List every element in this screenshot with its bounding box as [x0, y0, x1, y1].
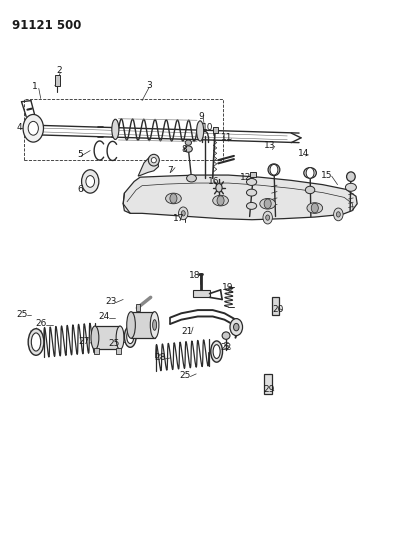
Text: 28: 28	[154, 353, 165, 362]
Text: 5: 5	[77, 150, 83, 159]
Text: 11: 11	[221, 133, 232, 142]
Text: 25: 25	[180, 371, 191, 380]
Bar	[55, 75, 59, 86]
Ellipse shape	[260, 198, 275, 209]
Text: 19: 19	[221, 283, 233, 292]
Ellipse shape	[211, 341, 223, 362]
Bar	[264, 374, 271, 394]
Ellipse shape	[152, 320, 156, 330]
Ellipse shape	[213, 345, 220, 359]
Text: 8: 8	[182, 145, 188, 154]
Text: 20: 20	[272, 304, 283, 313]
Ellipse shape	[268, 164, 280, 175]
Circle shape	[230, 319, 243, 336]
Text: 12: 12	[240, 173, 251, 182]
Text: 21: 21	[181, 327, 192, 336]
Ellipse shape	[116, 326, 124, 350]
Text: 18: 18	[190, 271, 201, 279]
Ellipse shape	[31, 333, 41, 351]
Ellipse shape	[91, 326, 99, 350]
Text: 22: 22	[220, 343, 232, 352]
Text: 25: 25	[16, 310, 28, 319]
Ellipse shape	[125, 326, 136, 348]
Circle shape	[263, 211, 272, 224]
Text: 1: 1	[32, 82, 38, 91]
Text: 2: 2	[56, 67, 61, 75]
Polygon shape	[138, 157, 158, 176]
Circle shape	[217, 196, 224, 205]
Ellipse shape	[222, 332, 230, 340]
Circle shape	[270, 165, 278, 175]
Text: 25: 25	[108, 339, 119, 348]
Ellipse shape	[305, 186, 315, 193]
Text: 9: 9	[198, 112, 204, 121]
Bar	[136, 304, 140, 311]
Circle shape	[266, 215, 269, 220]
Circle shape	[86, 175, 95, 187]
Circle shape	[23, 115, 43, 142]
Ellipse shape	[165, 193, 181, 204]
Ellipse shape	[247, 203, 256, 209]
Text: 29: 29	[263, 385, 275, 394]
Circle shape	[264, 199, 271, 208]
Circle shape	[234, 324, 239, 331]
Ellipse shape	[304, 167, 316, 178]
Bar	[131, 312, 154, 338]
Text: 14: 14	[298, 149, 309, 158]
Circle shape	[311, 203, 318, 213]
Bar	[95, 326, 120, 350]
Ellipse shape	[187, 174, 197, 182]
Ellipse shape	[28, 329, 44, 356]
Text: 13: 13	[264, 141, 275, 150]
Text: 23: 23	[105, 297, 117, 306]
Text: 27: 27	[79, 337, 90, 346]
Circle shape	[336, 212, 340, 217]
Text: 10: 10	[202, 123, 214, 132]
Ellipse shape	[150, 312, 159, 338]
Ellipse shape	[197, 121, 204, 141]
Ellipse shape	[346, 183, 357, 191]
Ellipse shape	[347, 172, 355, 181]
Text: 15: 15	[321, 171, 333, 180]
Ellipse shape	[247, 179, 256, 185]
Ellipse shape	[151, 158, 156, 163]
Text: 6: 6	[77, 185, 83, 194]
Text: 91121 500: 91121 500	[13, 19, 82, 32]
Ellipse shape	[127, 330, 134, 344]
Polygon shape	[193, 290, 210, 297]
Circle shape	[306, 167, 314, 178]
Text: 26: 26	[35, 319, 47, 328]
Text: 16: 16	[208, 177, 220, 186]
Bar	[272, 297, 279, 316]
Ellipse shape	[112, 119, 119, 140]
Circle shape	[178, 207, 188, 220]
Text: 7: 7	[167, 166, 173, 175]
Circle shape	[181, 211, 185, 216]
Ellipse shape	[184, 146, 192, 152]
Ellipse shape	[185, 140, 191, 146]
Text: 4: 4	[17, 123, 22, 132]
Circle shape	[170, 193, 177, 203]
Ellipse shape	[307, 203, 323, 213]
Bar	[214, 127, 218, 133]
Text: 3: 3	[146, 81, 152, 90]
Bar	[250, 172, 256, 177]
Circle shape	[334, 208, 343, 221]
Ellipse shape	[213, 195, 229, 206]
Circle shape	[28, 122, 38, 135]
Circle shape	[216, 183, 222, 192]
Ellipse shape	[247, 189, 256, 196]
Polygon shape	[123, 175, 357, 220]
Bar	[116, 349, 121, 354]
Bar	[94, 349, 99, 354]
Ellipse shape	[148, 155, 159, 166]
Ellipse shape	[127, 312, 136, 338]
Text: 17: 17	[173, 214, 184, 223]
Text: 24: 24	[98, 312, 110, 321]
Circle shape	[82, 169, 99, 193]
